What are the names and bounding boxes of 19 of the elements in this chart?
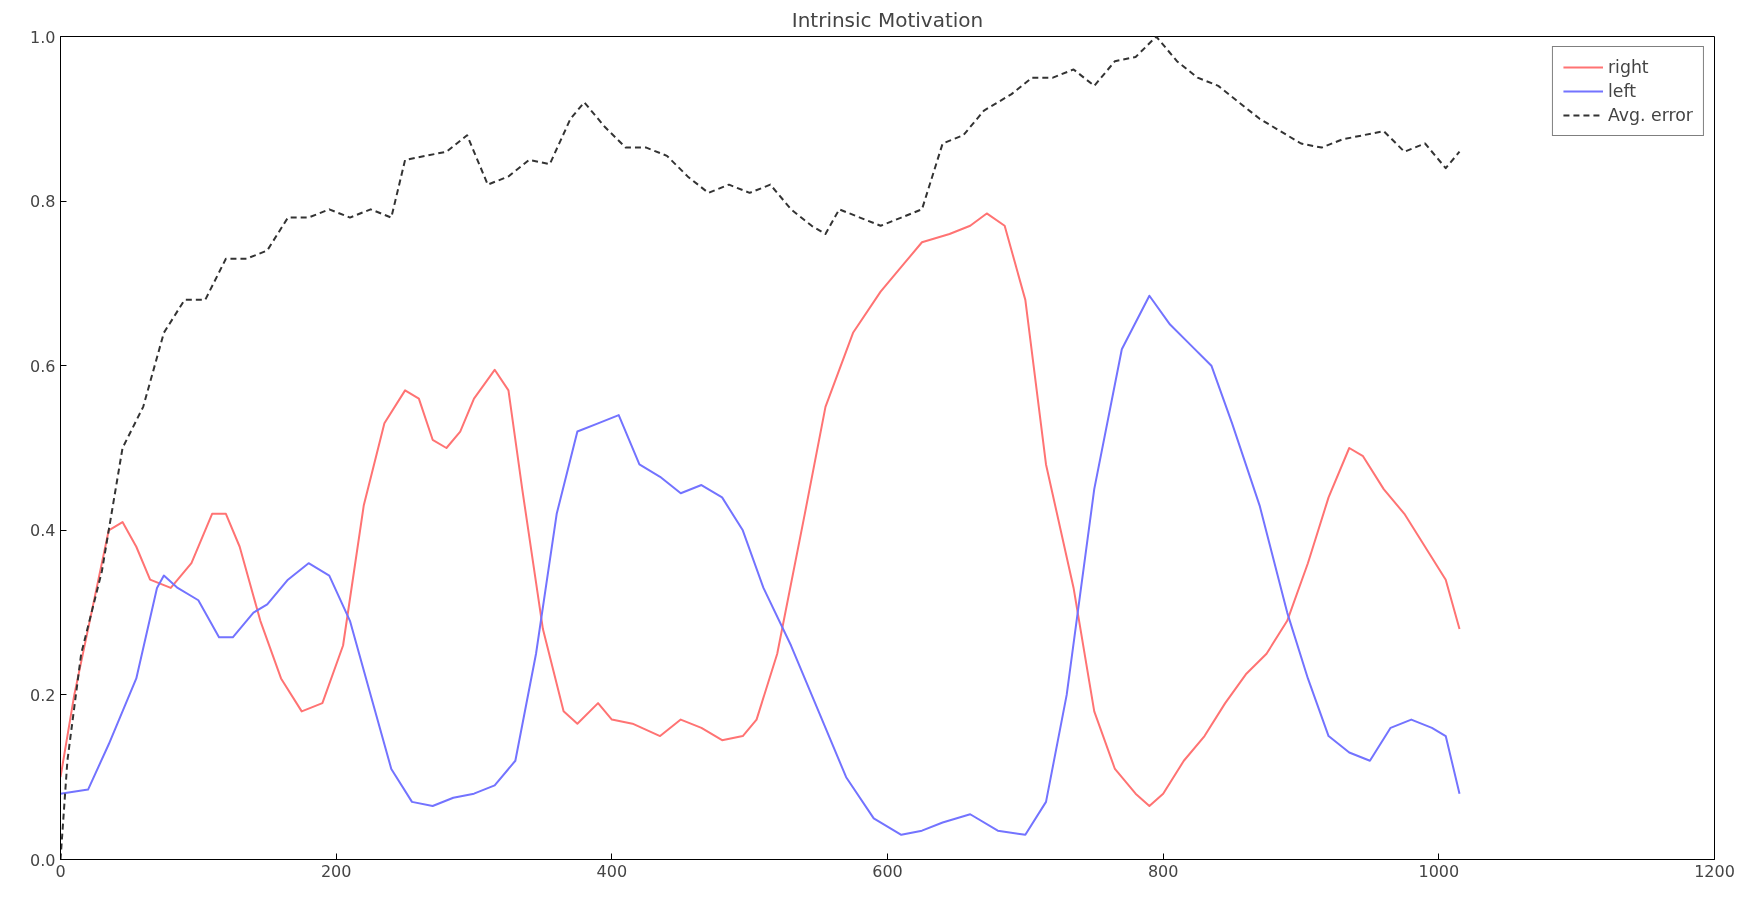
y-tick-label: 0.4: [30, 521, 56, 541]
y-tick-label: 0.8: [30, 192, 56, 212]
x-tick-label: 800: [1147, 861, 1179, 881]
x-tick-label: 200: [320, 861, 352, 881]
chart-title: Intrinsic Motivation: [791, 7, 984, 32]
legend-label: left: [1607, 81, 1637, 101]
x-tick-label: 0: [55, 861, 66, 881]
y-tick-label: 0.0: [30, 850, 56, 870]
y-tick-label: 0.6: [30, 356, 56, 376]
line-series: [60, 212, 1461, 808]
x-tick-label: 1200: [1694, 861, 1735, 881]
y-tick-label: 1.0: [30, 27, 56, 47]
x-tick-label: 600: [872, 861, 903, 881]
x-tick-label: 400: [596, 861, 628, 881]
line-series: [60, 294, 1461, 836]
legend-label: right: [1607, 57, 1649, 77]
legend-label: Avg. error: [1607, 105, 1693, 125]
y-tick-label: 0.2: [30, 685, 56, 705]
x-tick-label: 1000: [1418, 861, 1460, 881]
